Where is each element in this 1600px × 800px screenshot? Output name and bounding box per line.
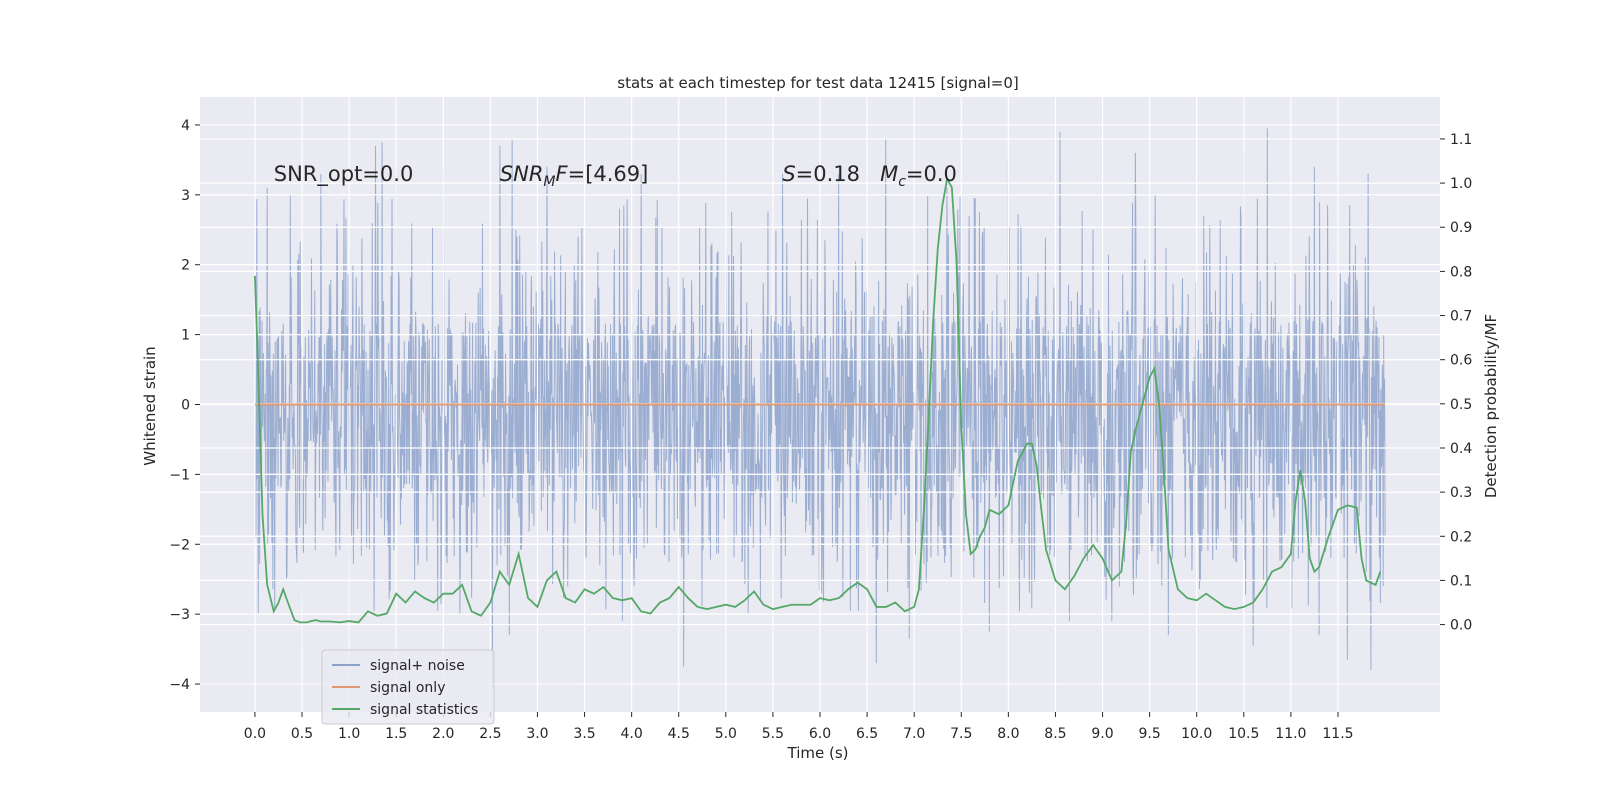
x-tick-label: 1.0 bbox=[338, 726, 360, 742]
annotation-snr-mf: SNRMF=[4.69] bbox=[500, 162, 649, 190]
y-left-tick-label: −1 bbox=[169, 467, 190, 483]
annotations: SNR_opt=0.0 SNRMF=[4.69] S=0.18 Mc=0.0 bbox=[274, 162, 957, 190]
legend: signal+ noise signal only signal statistic… bbox=[321, 649, 495, 725]
x-tick-label: 2.5 bbox=[479, 726, 501, 742]
y-left-tick-label: 3 bbox=[181, 188, 190, 204]
y-left-tick-label: 4 bbox=[181, 118, 190, 134]
x-tick-label: 7.0 bbox=[903, 726, 925, 742]
x-tick-label: 8.0 bbox=[997, 726, 1019, 742]
y-right-tick-label: 0.2 bbox=[1450, 529, 1472, 545]
y-right-tick-label: 0.0 bbox=[1450, 618, 1472, 634]
annotation-s-mc: S=0.18 Mc=0.0 bbox=[782, 162, 957, 190]
x-tick-label: 9.0 bbox=[1091, 726, 1113, 742]
ticks-layer: 0.0 0.5 1.0 1.5 2.0 2.5 3.0 3.5 4.0 4.5 5.0 5.5 6.0 6… bbox=[169, 118, 1472, 742]
annotation-snr-opt: SNR_opt=0.0 bbox=[274, 162, 414, 187]
y-right-tick-label: 0.8 bbox=[1450, 264, 1472, 280]
x-tick-label: 3.0 bbox=[526, 726, 548, 742]
y-right-tick-label: 0.9 bbox=[1450, 220, 1472, 236]
x-tick-label: 10.5 bbox=[1228, 726, 1259, 742]
y-right-tick-label: 0.7 bbox=[1450, 309, 1472, 325]
y-right-tick-label: 1.0 bbox=[1450, 176, 1472, 192]
y-axis-right-label: Detection probability/MF bbox=[1482, 314, 1500, 498]
y-right-tick-label: 0.5 bbox=[1450, 397, 1472, 413]
y-right-tick-label: 0.1 bbox=[1450, 573, 1472, 589]
x-tick-label: 4.0 bbox=[621, 726, 643, 742]
x-tick-label: 6.0 bbox=[809, 726, 831, 742]
y-right-tick-label: 1.1 bbox=[1450, 132, 1472, 148]
y-right-tick-label: 0.3 bbox=[1450, 485, 1472, 501]
y-left-tick-label: −4 bbox=[169, 677, 190, 693]
x-tick-label: 2.0 bbox=[432, 726, 454, 742]
x-tick-label: 8.5 bbox=[1044, 726, 1066, 742]
x-tick-label: 5.5 bbox=[762, 726, 784, 742]
x-tick-label: 3.5 bbox=[573, 726, 595, 742]
x-tick-label: 7.5 bbox=[950, 726, 972, 742]
x-tick-label: 5.0 bbox=[715, 726, 737, 742]
y-right-tick-label: 0.6 bbox=[1450, 353, 1472, 369]
legend-label: signal statistics bbox=[370, 702, 478, 718]
y-left-tick-label: −3 bbox=[169, 607, 190, 623]
chart-title: stats at each timestep for test data 124… bbox=[617, 74, 1018, 92]
x-tick-label: 0.5 bbox=[291, 726, 313, 742]
plot-area bbox=[200, 97, 1440, 712]
x-tick-label: 11.5 bbox=[1322, 726, 1353, 742]
y-left-tick-label: −2 bbox=[169, 537, 190, 553]
y-axis-left-label: Whitened strain bbox=[141, 346, 159, 465]
x-tick-label: 4.5 bbox=[668, 726, 690, 742]
y-left-tick-label: 2 bbox=[181, 258, 190, 274]
series-signal-statistics bbox=[254, 175, 1382, 624]
x-tick-label: 6.5 bbox=[856, 726, 878, 742]
legend-frame bbox=[321, 649, 495, 725]
x-tick-label: 11.0 bbox=[1275, 726, 1306, 742]
x-tick-label: 0.0 bbox=[244, 726, 266, 742]
y-right-tick-label: 0.4 bbox=[1450, 441, 1472, 457]
x-tick-label: 1.5 bbox=[385, 726, 407, 742]
x-axis-label: Time (s) bbox=[787, 744, 849, 762]
y-left-tick-label: 0 bbox=[181, 398, 190, 414]
legend-label: signal+ noise bbox=[370, 658, 465, 674]
x-tick-label: 10.0 bbox=[1181, 726, 1212, 742]
legend-label: signal only bbox=[370, 680, 445, 696]
x-tick-label: 9.5 bbox=[1138, 726, 1160, 742]
y-left-tick-label: 1 bbox=[181, 328, 190, 344]
